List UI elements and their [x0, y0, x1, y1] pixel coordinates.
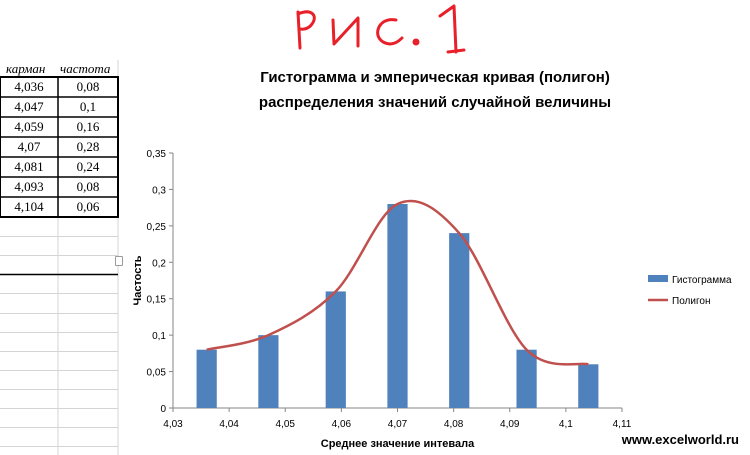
x-tick-label: 4,11 — [613, 419, 632, 430]
chart-title-line-2: распределения значений случайной величин… — [258, 94, 612, 111]
cell-bin[interactable]: 4,07 — [17, 139, 41, 154]
y-tick-label: 0,2 — [152, 258, 166, 269]
histogram-bar — [449, 233, 470, 408]
cell-frequency[interactable]: 0,08 — [76, 179, 100, 194]
x-tick-label: 4,04 — [219, 419, 239, 430]
table-row: 4,059 0,16 — [0, 117, 118, 137]
x-tick-label: 4,05 — [276, 419, 296, 430]
cell-bin[interactable]: 4,081 — [14, 159, 44, 174]
header-frequency: частота — [60, 61, 111, 76]
histogram-bar — [387, 204, 408, 408]
chart-resize-handle[interactable] — [115, 256, 123, 266]
cell-frequency[interactable]: 0,06 — [76, 199, 100, 214]
x-axis-title: Среднее значение интевала — [321, 438, 475, 450]
y-tick-label: 0,05 — [147, 368, 167, 379]
cell-frequency[interactable]: 0,28 — [76, 139, 100, 154]
y-axis-title: Частость — [132, 255, 144, 305]
polygon-line — [206, 199, 589, 366]
y-tick-label: 0,15 — [147, 295, 167, 306]
header-bin: карман — [6, 61, 46, 76]
x-tick-label: 4,03 — [163, 419, 183, 430]
cell-bin[interactable]: 4,104 — [14, 199, 44, 214]
data-table: 4,036 0,08 4,047 0,1 4,059 0,16 4,07 0,28 4,081 0… — [0, 77, 118, 217]
cell-bin[interactable]: 4,093 — [14, 179, 44, 194]
histogram-bar — [258, 335, 279, 408]
cell-frequency[interactable]: 0,1 — [79, 99, 97, 114]
cell-frequency[interactable]: 0,08 — [76, 79, 100, 94]
x-tick-label: 4,07 — [388, 419, 408, 430]
chart-title-line-1: Гистограмма и эмперическая кривая (полиг… — [260, 69, 610, 86]
table-row: 4,093 0,08 — [0, 177, 118, 197]
table-row: 4,081 0,24 — [0, 157, 118, 177]
cell-bin[interactable]: 4,047 — [14, 99, 44, 114]
histogram-bar — [516, 349, 537, 408]
x-tick-label: 4,1 — [559, 419, 573, 430]
y-tick-label: 0,25 — [147, 222, 167, 233]
chart-plot: 0 0,05 0,1 0,15 0,2 0,25 0,3 0,35 4,03 4,04 4,05 4,… — [132, 149, 732, 450]
histogram-bar — [578, 364, 599, 408]
legend-label-polygon: Полигон — [672, 296, 710, 307]
cell-bin[interactable]: 4,059 — [14, 119, 44, 134]
cell-frequency[interactable]: 0,24 — [76, 159, 100, 174]
cell-bin[interactable]: 4,036 — [14, 79, 44, 94]
spreadsheet-area: карман частота 4,036 0,08 4,047 0,1 4,059 0,1… — [0, 0, 123, 455]
table-row: 4,104 0,06 — [0, 197, 118, 217]
sheet-column-headers: карман частота — [0, 60, 122, 77]
chart[interactable]: Гистограмма и эмперическая кривая (полиг… — [125, 62, 745, 455]
y-tick-label: 0 — [160, 404, 166, 415]
watermark: www.excelworld.ru — [619, 432, 741, 447]
legend-label-histogram: Гистограмма — [672, 275, 732, 286]
x-tick-label: 4,06 — [332, 419, 352, 430]
x-tick-label: 4,08 — [444, 419, 464, 430]
table-row: 4,047 0,1 — [0, 97, 118, 117]
histogram-bar — [196, 349, 217, 408]
y-tick-label: 0,3 — [152, 185, 166, 196]
handwritten-annotation — [296, 4, 466, 54]
y-tick-label: 0,35 — [147, 149, 167, 160]
table-row: 4,07 0,28 — [0, 137, 118, 157]
legend-swatch-histogram — [648, 275, 668, 282]
x-tick-label: 4,09 — [500, 419, 520, 430]
cell-frequency[interactable]: 0,16 — [76, 119, 100, 134]
table-row: 4,036 0,08 — [0, 77, 118, 97]
y-tick-label: 0,1 — [152, 331, 166, 342]
histogram-bar — [325, 291, 346, 408]
sheet-gridlines — [0, 60, 119, 455]
